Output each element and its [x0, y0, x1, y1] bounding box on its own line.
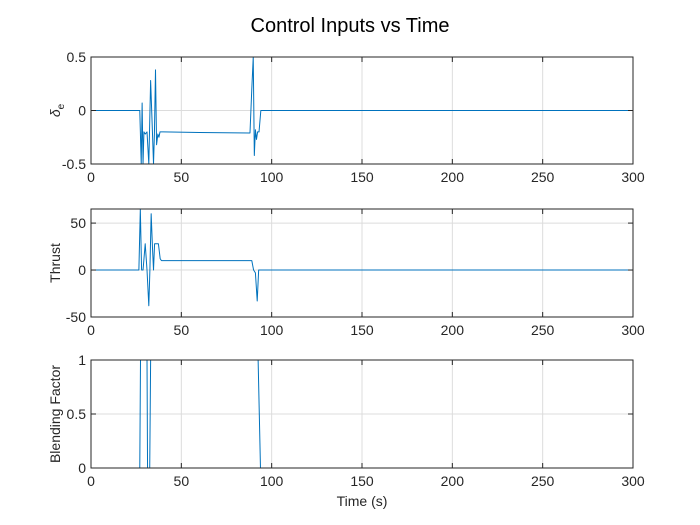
y-tick-label: -50: [66, 309, 86, 325]
y-axis-label-thrust: Thrust: [47, 243, 63, 283]
y-tick-label: 0.5: [67, 406, 87, 422]
x-tick-label: 150: [350, 169, 374, 185]
x-tick-label: 0: [87, 169, 95, 185]
x-tick-label: 0: [87, 322, 95, 338]
figure-title: Control Inputs vs Time: [251, 15, 450, 37]
y-axis-label-main: Thrust: [47, 243, 63, 283]
series-line-blending-factor: [91, 360, 633, 468]
x-tick-label: 150: [350, 473, 374, 489]
y-axis-label-main: δ: [47, 109, 63, 117]
x-tick-label: 50: [174, 473, 190, 489]
y-tick-label: 0: [78, 262, 86, 278]
x-tick-label: 200: [441, 322, 465, 338]
x-tick-label: 200: [441, 473, 465, 489]
y-tick-label: 50: [70, 215, 86, 231]
series-line-thrust: [91, 209, 633, 307]
y-axis-label-subscript: e: [56, 103, 67, 109]
y-tick-label: 1: [78, 352, 86, 368]
x-tick-label: 250: [531, 473, 555, 489]
x-tick-label: 200: [441, 169, 465, 185]
x-tick-label: 50: [174, 169, 190, 185]
y-tick-label: 0: [78, 103, 86, 119]
y-tick-label: -0.5: [62, 156, 86, 172]
y-axis-label-blending-factor: Blending Factor: [47, 365, 63, 463]
x-tick-label: 100: [260, 473, 284, 489]
x-tick-label: 300: [621, 322, 645, 338]
x-tick-label: 50: [174, 322, 190, 338]
y-axis-label-main: Blending Factor: [47, 365, 63, 463]
x-tick-label: 0: [87, 473, 95, 489]
subplot-blending-factor: 0 50 100 150 200 250 300 0 0.5 1 Blending Factor Ti…: [47, 352, 645, 509]
y-axis-label-delta-e: δe: [47, 103, 67, 117]
x-tick-label: 250: [531, 169, 555, 185]
x-axis-label-blending-factor: Time (s): [337, 493, 388, 509]
y-tick-label: 0.5: [67, 49, 87, 65]
x-tick-label: 300: [621, 169, 645, 185]
series-line-delta-e: [91, 57, 633, 164]
x-tick-label: 250: [531, 322, 555, 338]
x-tick-label: 300: [621, 473, 645, 489]
x-tick-label: 150: [350, 322, 374, 338]
y-tick-label: 0: [78, 460, 86, 476]
subplot-delta-e: 0 50 100 150 200 250 300-0.500.5δe: [47, 49, 645, 185]
x-tick-label: 100: [260, 169, 284, 185]
x-tick-label: 100: [260, 322, 284, 338]
